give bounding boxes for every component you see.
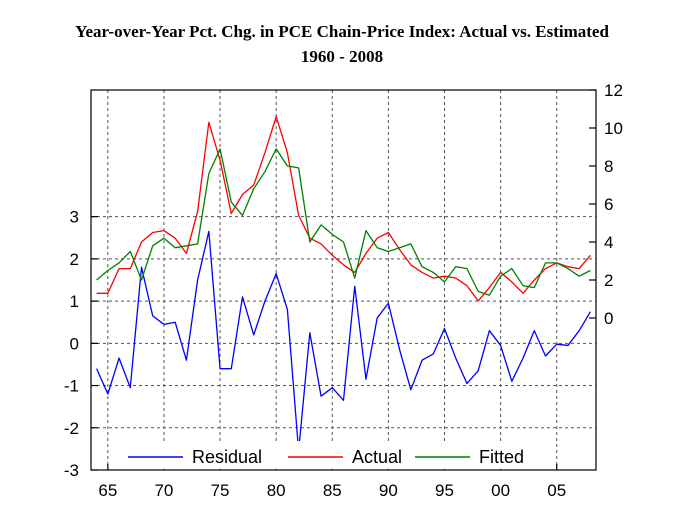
x-tick-label: 70 — [154, 481, 173, 500]
left-y-axis: 3 2 1 0 -1 -2 -3 — [64, 208, 98, 480]
left-y-tick-label: -2 — [64, 419, 79, 438]
series-lines — [96, 115, 591, 452]
legend-label-actual: Actual — [352, 447, 402, 467]
x-tick-label: 05 — [547, 481, 566, 500]
series-line-residual — [96, 230, 591, 452]
x-tick-label: 90 — [379, 481, 398, 500]
series-line-fitted — [96, 148, 591, 296]
left-y-tick-label: 3 — [70, 208, 79, 227]
right-y-tick-label: 2 — [604, 271, 613, 290]
right-y-tick-label: 0 — [604, 309, 613, 328]
chart-subtitle: 1960 - 2008 — [301, 47, 383, 66]
legend: Residual Actual Fitted — [120, 441, 555, 469]
left-y-tick-label: 1 — [70, 292, 79, 311]
x-tick-label: 00 — [491, 481, 510, 500]
left-y-tick-label: -3 — [64, 461, 79, 480]
right-y-tick-label: 10 — [604, 119, 623, 138]
left-y-tick-label: -1 — [64, 377, 79, 396]
legend-label-residual: Residual — [192, 447, 262, 467]
plot-frame — [90, 89, 597, 471]
x-tick-label: 75 — [211, 481, 230, 500]
left-y-tick-label: 0 — [70, 334, 79, 353]
x-tick-label: 65 — [98, 481, 117, 500]
x-tick-label: 80 — [267, 481, 286, 500]
left-y-tick-label: 2 — [70, 250, 79, 269]
series-line-actual — [96, 115, 591, 302]
x-tick-label: 95 — [435, 481, 454, 500]
right-y-tick-label: 8 — [604, 157, 613, 176]
legend-background — [120, 441, 555, 469]
legend-label-fitted: Fitted — [479, 447, 524, 467]
x-tick-label: 85 — [323, 481, 342, 500]
right-y-tick-label: 12 — [604, 81, 623, 100]
grid-lines — [91, 90, 596, 470]
right-y-tick-label: 4 — [604, 233, 613, 252]
right-y-tick-label: 6 — [604, 195, 613, 214]
chart-title: Year-over-Year Pct. Chg. in PCE Chain-Pr… — [75, 22, 609, 41]
right-y-axis: 12 10 8 6 4 2 0 — [589, 81, 623, 328]
